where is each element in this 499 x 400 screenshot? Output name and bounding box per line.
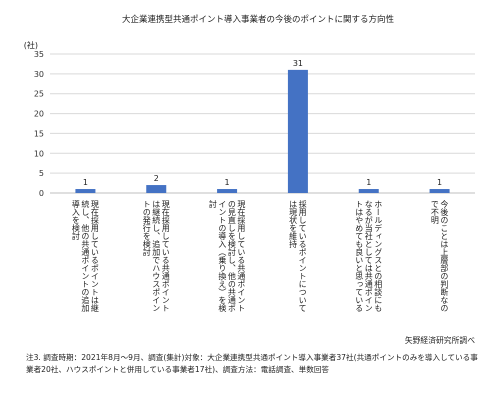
chart-title: 大企業連携型共通ポイント導入事業者の今後のポイントに関する方向性: [122, 14, 395, 25]
data-label: 1: [225, 178, 230, 187]
y-tick-label: 5: [39, 169, 44, 178]
y-tick-label: 20: [34, 110, 44, 119]
bar: [146, 185, 167, 193]
y-tick-label: 30: [34, 70, 44, 79]
bar: [429, 189, 450, 193]
x-tick-label: は継続し、追加でハウスポイン: [152, 200, 161, 312]
source-credit: 矢野経済研究所調べ: [405, 335, 475, 345]
x-tick-label: 現在採用している共通ポイント: [237, 200, 246, 312]
x-tick-label: 現在採用している共通ポイント: [161, 200, 170, 312]
x-tick-label: トの発行を検討: [142, 200, 151, 256]
x-tick-label: は現状を維持: [289, 200, 298, 249]
footnote: 注3. 調査時期：2021年8月～9月、調査(集計)対象：大企業連携型共通ポイン…: [26, 352, 486, 376]
x-tick-label: の見直しを検討し、他の共通ポ: [227, 200, 236, 312]
x-tick-label: イントの導入（乗り換え）を検: [218, 200, 227, 313]
y-tick-label: 35: [34, 50, 44, 59]
bar: [358, 189, 379, 193]
data-label: 31: [293, 59, 303, 68]
y-tick-label: 0: [39, 189, 44, 198]
x-tick-label: 採用しているポイントについて: [298, 199, 307, 312]
x-tick-label: 討: [208, 199, 217, 208]
y-tick-label: 25: [34, 90, 44, 99]
bar: [217, 189, 238, 193]
x-tick-label: トはやめても良いと思っている: [355, 200, 364, 312]
x-tick-label: なるが当社としては共通ポイン: [364, 200, 373, 312]
footnote-line: 注3. 調査時期：2021年8月～9月、調査(集計)対象：大企業連携型共通ポイン…: [26, 353, 478, 362]
bar: [75, 189, 96, 193]
y-tick-label: 15: [34, 129, 44, 138]
data-label: 1: [437, 178, 442, 187]
bar-chart: 大企業連携型共通ポイント導入事業者の今後のポイントに関する方向性 (社) 0 5 1…: [24, 14, 475, 345]
data-label: 2: [154, 174, 159, 183]
x-tick-label: 現在採用しているポイントは継: [90, 200, 99, 313]
footnote-line: 業者20社、ハウスポイントと併用している事業者17社)、調査方法：電話調査、単数…: [26, 365, 330, 374]
x-tick-label: 続し、他の共通ポイントの追加: [81, 199, 90, 313]
x-tick-label: ホールディングスとの相談にも: [374, 200, 383, 312]
x-tick-label: 今後のことは上層部の判断なの: [440, 199, 449, 312]
bar: [287, 69, 308, 193]
y-axis-unit-label: (社): [24, 40, 38, 50]
y-tick-label: 10: [34, 149, 44, 158]
data-label: 1: [366, 178, 371, 187]
data-label: 1: [83, 178, 88, 187]
x-tick-label: 導入を検討: [71, 199, 80, 240]
x-tick-label: で不明: [430, 200, 439, 225]
